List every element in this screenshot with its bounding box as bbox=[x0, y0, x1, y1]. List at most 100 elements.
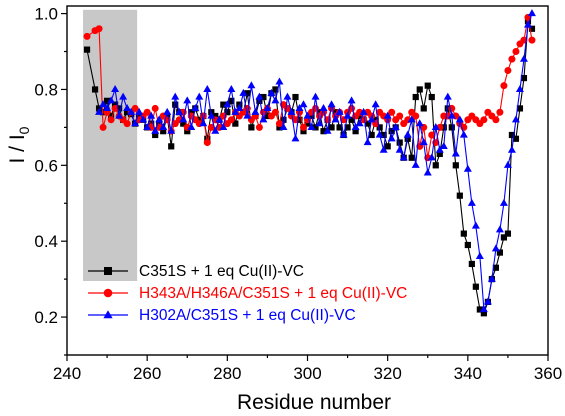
data-point bbox=[112, 101, 119, 108]
data-point bbox=[159, 122, 168, 130]
data-point bbox=[187, 122, 196, 130]
data-point bbox=[260, 93, 267, 101]
data-point bbox=[244, 90, 251, 97]
data-point bbox=[415, 119, 424, 127]
data-point bbox=[404, 135, 411, 142]
data-point bbox=[384, 143, 391, 150]
data-point bbox=[155, 115, 164, 123]
data-point bbox=[480, 310, 487, 317]
data-point bbox=[171, 92, 180, 100]
data-point bbox=[83, 32, 91, 40]
x-tick-label: 240 bbox=[53, 364, 81, 383]
x-tick-label: 320 bbox=[373, 364, 401, 383]
data-point bbox=[267, 88, 276, 96]
data-point bbox=[139, 115, 148, 123]
data-point bbox=[168, 143, 175, 150]
data-point bbox=[468, 260, 475, 268]
data-point bbox=[387, 134, 396, 142]
data-point bbox=[472, 283, 479, 290]
data-point bbox=[111, 85, 120, 93]
data-point bbox=[440, 124, 447, 131]
data-point bbox=[95, 25, 103, 33]
data-point bbox=[123, 104, 132, 112]
data-point bbox=[123, 120, 131, 128]
data-point bbox=[300, 128, 307, 135]
data-point bbox=[196, 116, 203, 123]
data-point bbox=[296, 116, 303, 123]
data-point bbox=[343, 111, 352, 119]
data-point bbox=[423, 168, 432, 176]
x-tick-label: 360 bbox=[534, 364, 562, 383]
data-point bbox=[83, 46, 91, 53]
legend: C351S + 1 eq Cu(II)-VC H343A/H346A/C351S… bbox=[88, 263, 407, 324]
data-point bbox=[528, 36, 536, 44]
data-point bbox=[371, 100, 380, 108]
data-point bbox=[427, 153, 436, 161]
data-point bbox=[219, 122, 228, 130]
data-point bbox=[483, 297, 492, 305]
data-point bbox=[103, 97, 111, 104]
data-point bbox=[199, 119, 208, 127]
data-point bbox=[247, 81, 256, 89]
data-point bbox=[183, 96, 192, 104]
data-point bbox=[275, 120, 283, 128]
data-point bbox=[512, 48, 520, 56]
legend-label-c351s: C351S + 1 eq Cu(II)-VC bbox=[139, 263, 304, 280]
x-tick-label: 280 bbox=[213, 364, 241, 383]
data-point bbox=[203, 85, 212, 93]
data-point bbox=[527, 9, 536, 17]
data-point bbox=[167, 126, 176, 134]
data-point bbox=[492, 264, 499, 271]
data-point bbox=[147, 111, 156, 119]
data-point bbox=[256, 97, 263, 104]
data-point bbox=[227, 85, 236, 93]
data-point bbox=[211, 126, 220, 134]
data-point bbox=[195, 92, 204, 100]
data-point bbox=[348, 116, 355, 123]
data-point bbox=[403, 130, 412, 138]
x-tick-label: 300 bbox=[293, 364, 321, 383]
data-point bbox=[319, 104, 328, 112]
data-point bbox=[351, 122, 360, 130]
data-point bbox=[459, 130, 468, 138]
data-point bbox=[143, 122, 152, 130]
data-point bbox=[263, 104, 272, 112]
data-point bbox=[327, 100, 336, 108]
data-point bbox=[299, 123, 307, 131]
data-point bbox=[464, 241, 471, 249]
data-point bbox=[99, 123, 107, 131]
data-point bbox=[163, 107, 172, 115]
data-point bbox=[516, 105, 524, 112]
data-point bbox=[99, 109, 107, 116]
data-point bbox=[103, 104, 112, 112]
data-point bbox=[212, 112, 219, 120]
data-point bbox=[188, 109, 195, 116]
data-point bbox=[359, 107, 368, 115]
data-point bbox=[463, 164, 472, 172]
data-point bbox=[375, 130, 384, 138]
data-point bbox=[487, 274, 496, 282]
data-point bbox=[411, 160, 420, 168]
data-point bbox=[428, 131, 436, 139]
highlight-band-layer bbox=[83, 9, 138, 282]
data-point bbox=[511, 115, 520, 123]
data-point bbox=[175, 107, 184, 115]
data-point bbox=[315, 119, 324, 127]
data-point bbox=[500, 82, 508, 90]
data-point bbox=[283, 92, 292, 100]
data-point bbox=[303, 111, 312, 119]
data-point bbox=[412, 93, 419, 101]
data-point bbox=[143, 108, 151, 116]
data-point bbox=[164, 112, 171, 120]
data-point bbox=[355, 119, 364, 127]
data-point bbox=[275, 77, 284, 85]
data-point bbox=[235, 104, 244, 112]
data-point bbox=[179, 115, 188, 123]
data-point bbox=[356, 112, 363, 120]
data-point bbox=[455, 115, 464, 123]
data-point bbox=[388, 128, 395, 135]
data-point bbox=[476, 306, 483, 313]
data-point bbox=[323, 126, 332, 134]
data-point bbox=[116, 105, 123, 112]
data-point bbox=[515, 85, 524, 93]
